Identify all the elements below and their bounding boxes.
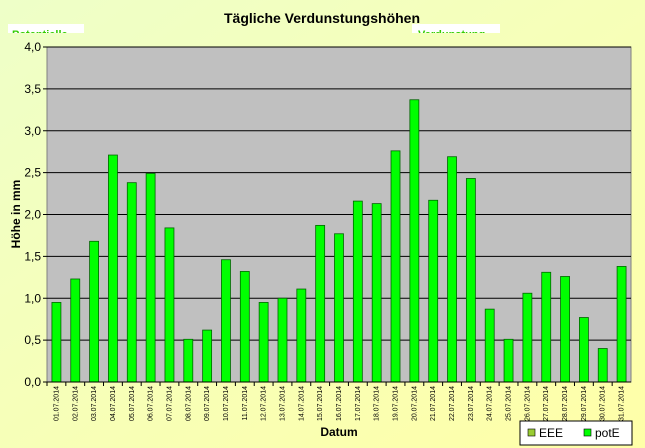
x-tick-label: 08.07.2014 [185,386,192,421]
x-axis-label: Datum [320,425,357,439]
chart-title: Tägliche Verdunstungshöhen [224,10,420,26]
legend [519,420,633,446]
x-tick-label: 31.07.2014 [619,386,626,421]
x-tick-label: 05.07.2014 [129,386,136,421]
annotation-box [412,24,500,33]
x-tick-label: 18.07.2014 [374,386,381,421]
bar [484,308,495,383]
bar [277,297,288,383]
bar [70,278,81,383]
bar [597,348,608,383]
legend-label: potE [595,426,620,440]
bar [447,156,457,383]
x-tick-label: 24.07.2014 [487,386,494,421]
bar [221,259,231,383]
bar [296,288,307,383]
bar [541,271,552,383]
x-tick-label: 04.07.2014 [110,386,117,421]
bar [239,271,250,383]
x-tick-label: 01.07.2014 [53,386,60,421]
legend-swatch [583,428,592,437]
y-tick-label: 0,5 [24,333,41,347]
bar [108,154,118,383]
x-tick-label: 23.07.2014 [468,386,475,421]
bar [616,266,627,383]
x-tick-label: 26.07.2014 [524,386,531,421]
bar [164,227,175,383]
y-tick-label: 2,0 [24,208,41,222]
bar [51,302,62,383]
x-tick-label: 14.07.2014 [298,386,305,421]
bar [522,292,533,383]
x-tick-label: 30.07.2014 [600,386,607,421]
y-axis-label: Höhe in mm [9,180,23,249]
x-tick-label: 25.07.2014 [506,386,513,421]
bar [503,338,514,383]
x-tick-label: 12.07.2014 [261,386,268,421]
y-tick-label: 1,0 [24,291,41,305]
bar [126,182,137,383]
bar [371,203,382,383]
annotation: Potentielle [12,29,68,41]
x-tick-label: 02.07.2014 [72,386,79,421]
x-tick-label: 22.07.2014 [449,386,456,421]
x-tick-label: 10.07.2014 [223,386,230,421]
x-tick-label: 19.07.2014 [393,386,400,421]
x-tick-label: 20.07.2014 [411,386,418,421]
y-tick-label: 3,5 [24,82,41,96]
x-tick-label: 17.07.2014 [355,386,362,421]
bar [579,317,589,383]
annotation-box [8,24,84,33]
x-tick-label: 21.07.2014 [430,386,437,421]
bar [334,233,344,383]
y-tick-label: 4,0 [24,40,41,54]
x-tick-label: 07.07.2014 [166,386,173,421]
bar [352,200,363,383]
x-tick-label: 03.07.2014 [91,386,98,421]
x-tick-label: 27.07.2014 [543,386,550,421]
legend-swatch [527,428,536,437]
bar [145,173,156,383]
bar [202,329,213,383]
legend-label: EEE [539,426,563,440]
x-tick-label: 06.07.2014 [148,386,155,421]
x-tick-label: 15.07.2014 [317,386,324,421]
bar [409,99,420,383]
x-tick-label: 09.07.2014 [204,386,211,421]
bar [89,240,99,383]
y-tick-label: 2,5 [24,166,41,180]
bar [258,302,269,383]
bar [560,276,570,383]
x-tick-label: 16.07.2014 [336,386,343,421]
x-tick-label: 13.07.2014 [279,386,286,421]
y-tick-label: 1,5 [24,249,41,263]
x-tick-label: 11.07.2014 [242,386,249,421]
annotation: Verdunstung [418,29,485,41]
bar [465,178,476,383]
bar [390,150,401,383]
y-tick-label: 0,0 [24,375,41,389]
bar [183,338,194,383]
y-tick-label: 3,0 [24,124,41,138]
x-tick-label: 28.07.2014 [562,386,569,421]
bar [315,224,326,383]
x-tick-label: 29.07.2014 [581,386,588,421]
bar [428,199,439,383]
